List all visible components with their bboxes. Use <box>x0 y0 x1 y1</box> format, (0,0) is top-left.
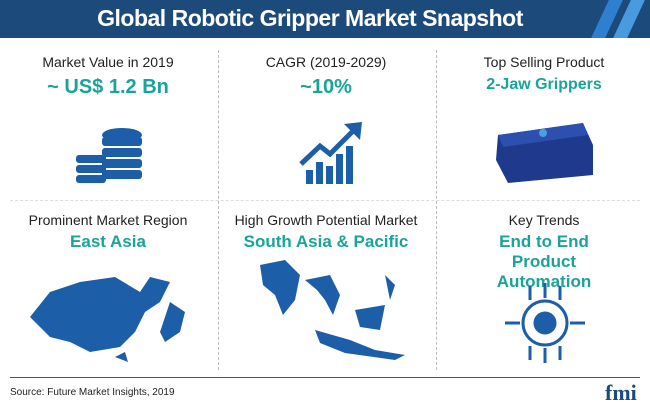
cell-value: ~10% <box>300 76 352 98</box>
divider <box>436 50 437 370</box>
east-asia-map <box>30 277 185 362</box>
market-value-cell: Market Value in 2019 ~ US$ 1.2 Bn <box>0 54 216 99</box>
cell-label: Prominent Market Region <box>28 212 188 228</box>
cell-label: Market Value in 2019 <box>42 54 174 70</box>
title-banner: Global Robotic Gripper Market Snapshot <box>0 0 650 38</box>
cell-value: 2-Jaw Grippers <box>486 76 602 93</box>
cell-value: End to End Product Automation <box>496 232 592 291</box>
cagr-cell: CAGR (2019-2029) ~10% <box>218 54 434 99</box>
cell-value: East Asia <box>70 232 146 251</box>
south-asia-pacific-map <box>260 260 405 360</box>
divider <box>218 50 219 370</box>
cell-value: ~ US$ 1.2 Bn <box>47 76 169 98</box>
gripper-image <box>496 123 593 183</box>
divider <box>10 200 640 201</box>
cell-value: South Asia & Pacific <box>243 232 409 251</box>
cell-label: Key Trends <box>508 212 580 228</box>
coin-stack-icon <box>76 128 142 183</box>
region-cell: Prominent Market Region East Asia <box>0 212 216 252</box>
top-product-cell: Top Selling Product 2-Jaw Grippers <box>436 54 650 94</box>
cell-label: Top Selling Product <box>483 54 605 70</box>
growth-market-cell: High Growth Potential Market South Asia … <box>218 212 434 252</box>
growth-chart-icon <box>299 122 362 184</box>
key-trends-cell: Key Trends End to End Product Automation <box>436 212 650 292</box>
cell-label: High Growth Potential Market <box>234 212 418 228</box>
page-title: Global Robotic Gripper Market Snapshot <box>97 5 523 31</box>
automation-gear-icon <box>505 283 585 363</box>
footer-divider <box>10 377 640 378</box>
cell-label: CAGR (2019-2029) <box>265 54 387 70</box>
fmi-logo: fmi <box>605 380 637 405</box>
source-text: Source: Future Market Insights, 2019 <box>10 387 175 398</box>
